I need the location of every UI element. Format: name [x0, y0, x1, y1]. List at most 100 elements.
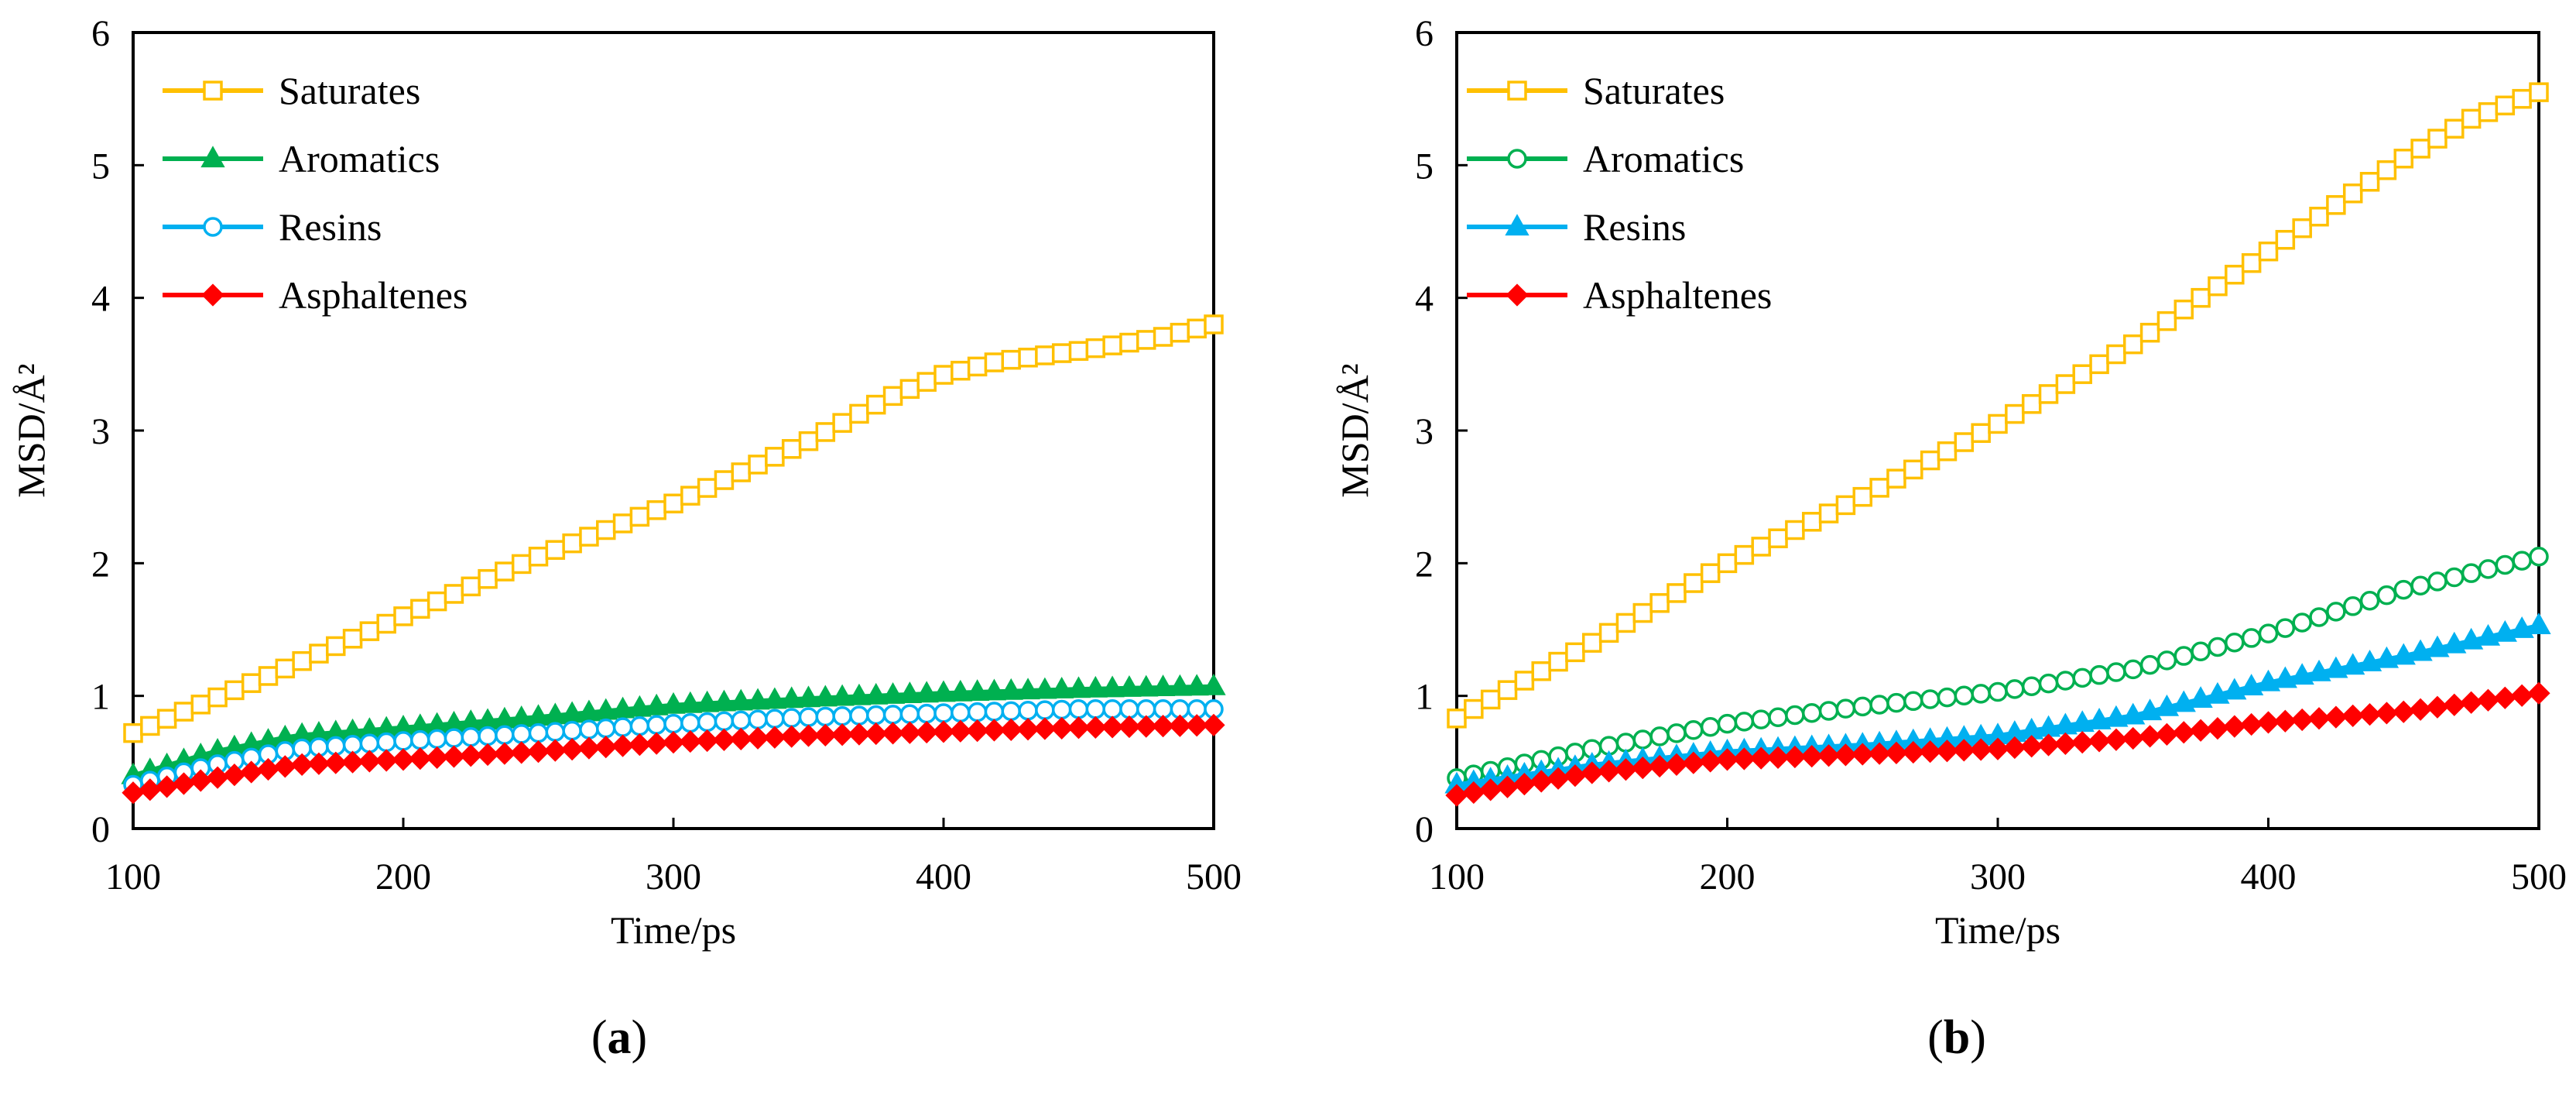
x-tick-label: 400	[2241, 856, 2297, 897]
data-point	[560, 738, 584, 761]
data-point	[2275, 229, 2296, 250]
data-point	[815, 706, 836, 727]
data-point	[763, 726, 786, 749]
data-point	[410, 599, 430, 619]
data-point	[594, 698, 618, 720]
data-point	[1083, 675, 1108, 698]
data-point	[866, 705, 886, 726]
data-point	[1565, 642, 1585, 663]
data-point	[898, 721, 921, 744]
data-point	[1614, 758, 1638, 781]
y-tick-label: 6	[91, 13, 110, 54]
data-point	[1852, 486, 1872, 507]
series-line	[132, 321, 1214, 736]
data-point	[2138, 725, 2162, 748]
data-point	[2341, 653, 2365, 675]
data-point	[1118, 715, 1141, 739]
data-point	[545, 722, 566, 742]
data-point	[1033, 677, 1057, 699]
data-point	[2460, 691, 2483, 714]
data-point	[1051, 699, 1072, 720]
data-point	[495, 561, 515, 582]
x-tick-label: 400	[916, 856, 971, 897]
data-point	[1919, 740, 1942, 764]
data-point	[326, 636, 346, 657]
legend-label: Saturates	[279, 69, 420, 112]
data-point	[476, 743, 499, 767]
data-point	[273, 755, 296, 778]
data-point	[2072, 667, 2092, 688]
data-point	[342, 734, 363, 755]
legend-label: Resins	[1583, 205, 1686, 249]
data-point	[1066, 676, 1091, 698]
data-point	[1615, 613, 1636, 633]
data-point	[680, 712, 701, 733]
x-tick-label: 200	[375, 856, 431, 897]
data-point	[2021, 676, 2042, 696]
data-point	[1684, 720, 1704, 740]
data-point	[1033, 717, 1057, 740]
data-point	[442, 745, 466, 768]
data-point	[1480, 689, 1501, 710]
data-point	[1464, 698, 1484, 719]
data-point	[781, 708, 802, 728]
data-point	[562, 533, 582, 554]
data-point	[2256, 711, 2280, 734]
legend-label: Resins	[279, 205, 382, 249]
data-point	[1016, 718, 1040, 741]
data-point	[2290, 708, 2314, 732]
y-tick-label: 4	[1415, 279, 1434, 320]
data-point	[359, 621, 380, 641]
data-point	[2256, 669, 2281, 691]
data-point	[2038, 384, 2059, 404]
data-point	[2512, 551, 2532, 571]
data-point	[880, 682, 906, 704]
data-point	[2410, 575, 2430, 595]
data-point	[981, 678, 1007, 701]
data-point	[2427, 571, 2448, 592]
data-point	[426, 746, 449, 769]
legend-marker	[203, 217, 223, 237]
data-point	[663, 493, 683, 513]
data-point	[1085, 699, 1106, 719]
data-point	[1001, 701, 1021, 722]
data-point	[444, 584, 464, 604]
legend-marker	[201, 283, 224, 307]
data-point	[2222, 678, 2247, 700]
data-point	[1717, 713, 1738, 734]
data-point	[849, 403, 869, 424]
data-point	[661, 691, 686, 714]
data-point	[815, 422, 836, 442]
data-point	[714, 711, 735, 732]
data-point	[1818, 503, 1839, 523]
data-point	[241, 673, 262, 693]
data-point	[1988, 414, 2008, 434]
data-point	[662, 731, 685, 754]
data-point	[1050, 716, 1074, 740]
x-tick-label: 200	[1700, 856, 1756, 897]
data-point	[495, 725, 515, 745]
data-point	[2376, 160, 2397, 180]
data-point	[594, 736, 618, 759]
data-point	[2156, 311, 2177, 331]
data-point	[796, 724, 820, 747]
data-point	[629, 716, 650, 736]
data-point	[1734, 712, 1755, 732]
data-point	[796, 685, 821, 708]
data-point	[2307, 659, 2331, 681]
data-point	[832, 706, 852, 726]
data-point	[1667, 583, 1687, 603]
data-point	[2393, 149, 2413, 169]
data-point	[746, 726, 769, 750]
data-point	[528, 547, 549, 567]
data-point	[190, 695, 211, 715]
data-point	[2172, 721, 2195, 744]
data-point	[543, 739, 567, 762]
data-point	[1818, 701, 1839, 721]
data-point	[933, 365, 954, 385]
data-point	[1684, 573, 1704, 593]
data-point	[2478, 102, 2499, 122]
data-point	[1969, 738, 1992, 761]
data-point	[358, 750, 381, 773]
